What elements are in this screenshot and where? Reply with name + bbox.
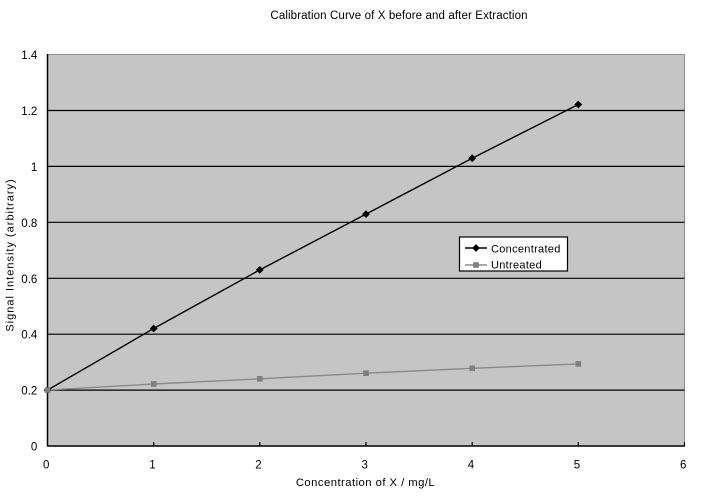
svg-text:0.8: 0.8	[21, 218, 37, 230]
svg-text:Untreated: Untreated	[491, 260, 542, 272]
svg-text:Calibration Curve of X before: Calibration Curve of X before and after …	[270, 10, 527, 22]
svg-text:3: 3	[361, 459, 367, 471]
svg-text:Concentration of X / mg/L: Concentration of X / mg/L	[296, 477, 435, 489]
svg-text:5: 5	[574, 459, 580, 471]
svg-text:1.4: 1.4	[21, 50, 38, 62]
svg-text:1.2: 1.2	[21, 106, 37, 118]
svg-text:1: 1	[31, 162, 37, 174]
svg-text:1: 1	[149, 459, 155, 471]
svg-text:0.4: 0.4	[21, 330, 38, 342]
svg-text:Signal Intensity (arbitrary): Signal Intensity (arbitrary)	[5, 178, 17, 331]
svg-text:4: 4	[468, 459, 475, 471]
svg-text:6: 6	[680, 459, 686, 471]
svg-text:0: 0	[43, 459, 49, 471]
svg-text:0.2: 0.2	[21, 386, 37, 398]
svg-text:2: 2	[255, 459, 261, 471]
svg-text:0.6: 0.6	[21, 274, 37, 286]
svg-text:Concentrated: Concentrated	[491, 244, 561, 256]
svg-text:0: 0	[31, 442, 37, 454]
